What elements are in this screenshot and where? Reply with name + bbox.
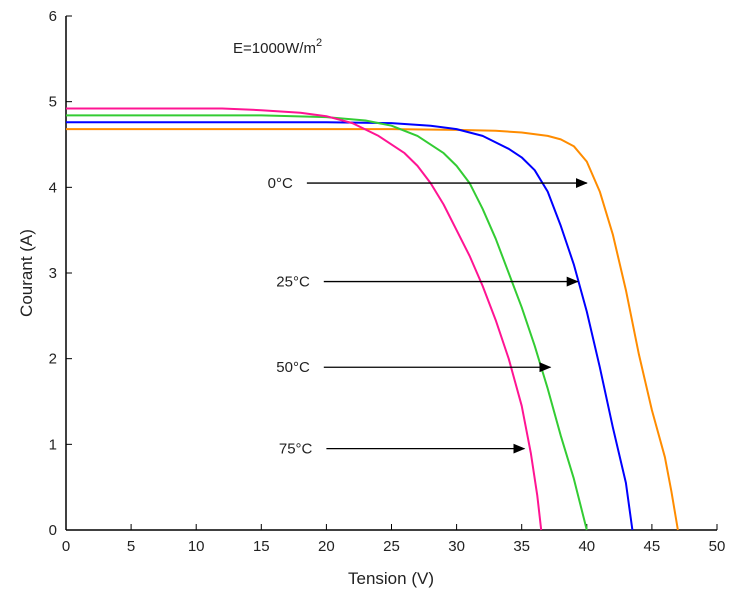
- y-tick-label: 2: [49, 351, 57, 368]
- series-line: [66, 107, 543, 531]
- temperature-label: 0°C: [268, 175, 293, 192]
- x-tick-label: 45: [644, 538, 661, 555]
- x-tick-label: 40: [578, 538, 595, 555]
- temperature-label: 50°C: [276, 359, 310, 376]
- x-tick-label: 5: [127, 538, 135, 555]
- x-tick-label: 50: [709, 538, 726, 555]
- y-tick-label: 5: [49, 94, 57, 111]
- y-tick-label: 0: [49, 522, 57, 539]
- y-tick-label: 4: [49, 179, 57, 196]
- chart-annotations: 0°C 25°C 50°C 75°C: [268, 175, 588, 458]
- series-line: [66, 128, 679, 531]
- x-tick-label: 10: [188, 538, 205, 555]
- x-tick-label: 25: [383, 538, 400, 555]
- irradiance-annotation: E=1000W/m2: [233, 37, 322, 57]
- y-tick-label: 6: [49, 8, 57, 25]
- x-tick-label: 35: [513, 538, 530, 555]
- temperature-label: 25°C: [276, 274, 310, 291]
- series-line: [66, 121, 634, 531]
- x-tick-label: 15: [253, 538, 270, 555]
- x-tick-label: 30: [448, 538, 465, 555]
- x-tick-label: 0: [62, 538, 70, 555]
- series-line: [66, 114, 588, 531]
- chart-curves: [66, 107, 679, 531]
- y-axis-label: Courant (A): [17, 229, 36, 317]
- x-tick-label: 20: [318, 538, 335, 555]
- y-tick-label: 1: [49, 436, 57, 453]
- x-axis-label: Tension (V): [348, 569, 434, 588]
- y-tick-label: 3: [49, 265, 57, 282]
- temperature-label: 75°C: [279, 441, 313, 458]
